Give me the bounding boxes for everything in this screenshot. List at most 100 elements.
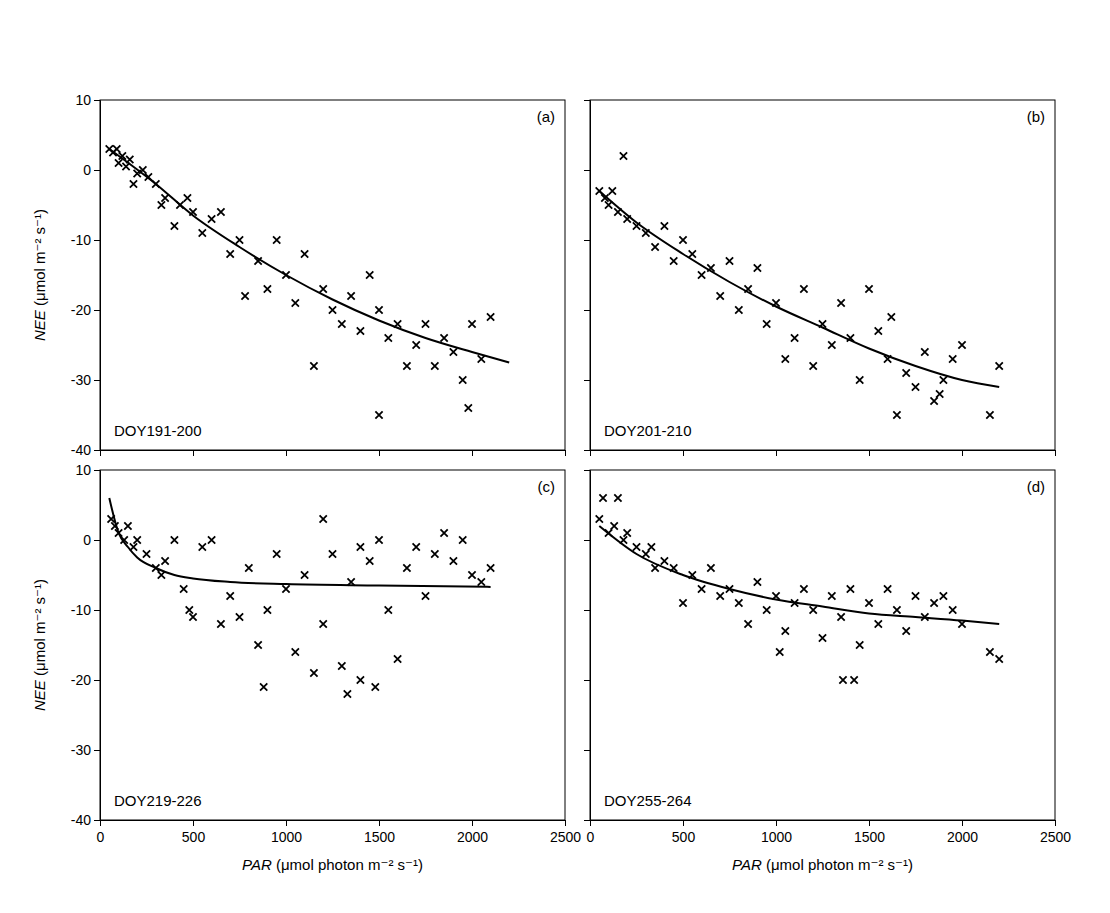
y-tick-mark — [584, 610, 590, 611]
data-point — [199, 543, 206, 550]
y-tick: -40 — [71, 812, 100, 828]
data-point — [124, 522, 131, 529]
annotation: DOY255-264 — [604, 792, 692, 809]
data-point — [241, 292, 248, 299]
data-point — [236, 236, 243, 243]
data-point — [735, 599, 742, 606]
data-point — [754, 264, 761, 271]
x-tick: 2500 — [550, 820, 581, 845]
y-tick-label: 10 — [75, 462, 91, 478]
panel-label: (a) — [537, 108, 555, 125]
data-point — [171, 536, 178, 543]
marks — [596, 152, 1003, 418]
data-point — [912, 383, 919, 390]
panel: 05001000150020002500(d)DOY255-264PAR (μm… — [584, 470, 1071, 873]
data-point — [828, 592, 835, 599]
data-point — [208, 536, 215, 543]
y-tick-mark — [584, 240, 590, 241]
plot-frame — [590, 100, 1055, 450]
x-tick-mark — [869, 820, 870, 826]
x-tick-label: 500 — [182, 829, 206, 845]
data-point — [884, 585, 891, 592]
x-tick-label: 1000 — [271, 829, 302, 845]
y-tick — [584, 240, 590, 241]
data-point — [717, 592, 724, 599]
y-tick-label: -30 — [71, 372, 91, 388]
x-tick-label: 1500 — [854, 829, 885, 845]
y-tick-mark — [94, 750, 100, 751]
x-tick: 500 — [182, 820, 206, 845]
y-tick: -20 — [71, 672, 100, 688]
y-tick-label: -30 — [71, 742, 91, 758]
data-point — [217, 620, 224, 627]
y-tick-mark — [584, 540, 590, 541]
panel-label: (b) — [1027, 108, 1045, 125]
data-point — [958, 341, 965, 348]
data-point — [171, 222, 178, 229]
data-point — [338, 662, 345, 669]
plot-frame — [590, 470, 1055, 820]
data-point — [161, 194, 168, 201]
data-point — [599, 494, 606, 501]
data-point — [301, 571, 308, 578]
data-point — [763, 606, 770, 613]
x-tick-mark — [379, 820, 380, 826]
y-tick-label: -20 — [71, 302, 91, 318]
x-axis — [591, 450, 1056, 456]
data-point — [903, 369, 910, 376]
y-tick-label: -40 — [71, 812, 91, 828]
data-point — [837, 613, 844, 620]
y-tick-mark — [94, 680, 100, 681]
data-point — [782, 355, 789, 362]
fit-line — [109, 498, 490, 587]
data-point — [726, 257, 733, 264]
data-point — [828, 341, 835, 348]
data-point — [940, 376, 947, 383]
data-point — [134, 536, 141, 543]
y-tick-mark — [94, 820, 100, 821]
y-tick-mark — [94, 100, 100, 101]
annotation: DOY201-210 — [604, 422, 692, 439]
x-tick-mark — [472, 820, 473, 826]
x-tick-label: 0 — [97, 829, 105, 845]
x-tick-label: 2500 — [550, 829, 581, 845]
data-point — [921, 348, 928, 355]
data-point — [440, 334, 447, 341]
y-tick: 0 — [83, 532, 100, 548]
x-tick: 2000 — [947, 820, 978, 845]
x-tick — [776, 450, 777, 456]
y-tick-label: 10 — [75, 92, 91, 108]
data-point — [320, 285, 327, 292]
y-tick-mark — [94, 170, 100, 171]
data-point — [468, 571, 475, 578]
y-tick-mark — [584, 170, 590, 171]
data-point — [717, 292, 724, 299]
x-axis-line — [101, 821, 566, 827]
plot-frame — [100, 470, 565, 820]
data-point — [143, 550, 150, 557]
y-tick-label: -10 — [71, 602, 91, 618]
data-point — [609, 187, 616, 194]
x-tick-mark — [286, 450, 287, 456]
data-point — [670, 257, 677, 264]
annotation: DOY191-200 — [114, 422, 202, 439]
y-tick — [584, 540, 590, 541]
data-point — [189, 613, 196, 620]
data-point — [264, 606, 271, 613]
y-tick-mark — [584, 470, 590, 471]
data-point — [986, 411, 993, 418]
data-point — [791, 334, 798, 341]
x-tick-label: 1000 — [761, 829, 792, 845]
data-point — [301, 250, 308, 257]
data-point — [199, 229, 206, 236]
data-point — [158, 201, 165, 208]
data-point — [459, 536, 466, 543]
data-point — [698, 585, 705, 592]
y-axis: -40 -30 -20 -10 0 10 — [71, 462, 101, 828]
data-point — [865, 599, 872, 606]
data-point — [184, 194, 191, 201]
data-point — [930, 397, 937, 404]
data-point — [689, 250, 696, 257]
data-point — [320, 515, 327, 522]
x-axis — [101, 450, 566, 456]
